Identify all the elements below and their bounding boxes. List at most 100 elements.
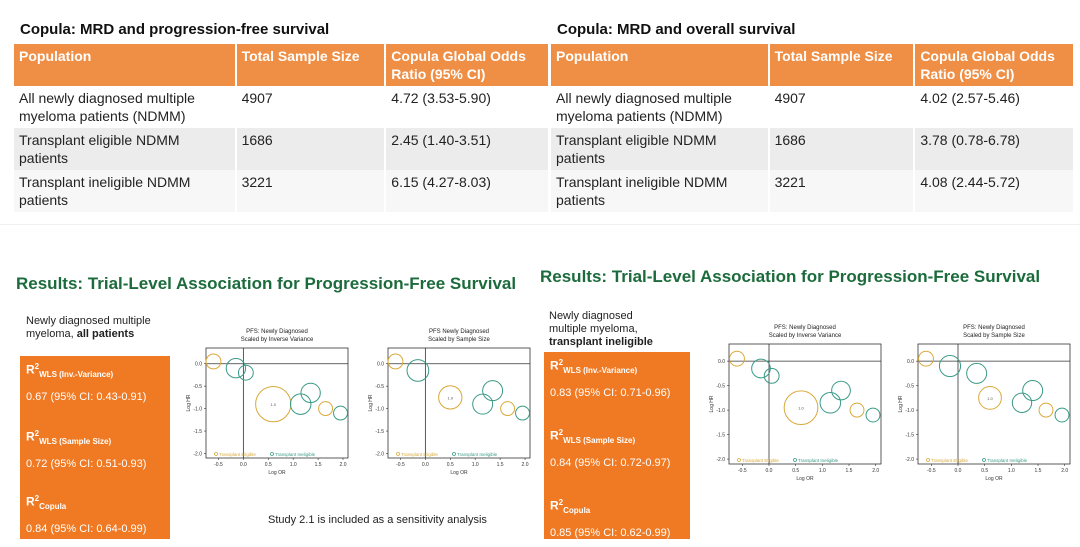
- x-tick-label: 2.0: [1061, 468, 1068, 474]
- legend-label: Transplant Eligible: [931, 458, 968, 463]
- subtitle-text: Newly diagnosed multiple myeloma,: [549, 310, 638, 335]
- table-row: Transplant ineligible NDMM patients 3221…: [14, 170, 550, 212]
- y-tick-label: -2.0: [375, 452, 384, 458]
- metric-value: 0.83 (95% CI: 0.71-0.96): [550, 386, 671, 399]
- header-total-sample-size: Total Sample Size: [235, 44, 387, 86]
- r2-wls-sample-size: R2WLS (Sample Size) 0.84 (95% CI: 0.72-0…: [550, 428, 670, 469]
- metric-value: 0.84 (95% CI: 0.72-0.97): [550, 456, 671, 469]
- legend-label: Transplant Eligible: [742, 458, 779, 463]
- scatter-plot-svg: PFS: Newly Diagnosed Scaled by Sample Siz…: [898, 325, 1071, 482]
- y-tick-label: -0.5: [905, 384, 914, 390]
- metric-value: 0.72 (95% CI: 0.51-0.93): [26, 457, 147, 470]
- data-point: [865, 407, 881, 423]
- y-tick-label: -1.5: [193, 429, 202, 435]
- plot-frame: [917, 343, 1071, 465]
- data-point-label: 1.0: [270, 402, 276, 407]
- x-tick-label: 1.5: [846, 468, 853, 474]
- plot-title: PFS: Newly Diagnosed: [246, 329, 308, 335]
- y-tick-label: -1.0: [193, 407, 202, 413]
- cell-population: Transplant ineligible NDMM patients: [551, 170, 770, 212]
- data-point: [255, 385, 292, 423]
- pfs-copula-table: Population Total Sample Size Copula Glob…: [14, 44, 550, 212]
- data-point: [1011, 392, 1033, 413]
- x-axis-label: Log OR: [450, 470, 468, 476]
- cell-sample-size: 3221: [235, 170, 387, 212]
- metric-sup: 2: [34, 362, 40, 371]
- data-point: [966, 362, 988, 384]
- metric-symbol: R: [550, 498, 559, 513]
- data-point: [831, 380, 851, 401]
- x-axis-label: Log OR: [796, 476, 814, 482]
- legend-label: Transplant Ineligible: [457, 452, 498, 457]
- x-tick-label: 2.0: [872, 468, 879, 474]
- pfs-copula-table-title: Copula: MRD and progression-free surviva…: [20, 21, 330, 38]
- cell-sample-size: 3221: [768, 170, 916, 212]
- table-row: Transplant eligible NDMM patients 1686 2…: [14, 128, 550, 170]
- left-results-title: Results: Trial-Level Association for Pro…: [16, 274, 517, 293]
- y-tick-label: 0.0: [718, 359, 725, 365]
- y-tick-label: -1.5: [905, 433, 914, 439]
- y-tick-label: -1.5: [716, 433, 725, 439]
- legend-marker: [737, 458, 741, 462]
- plot-frame: [728, 343, 882, 465]
- x-axis-label: Log OR: [268, 470, 286, 476]
- data-point: [515, 405, 530, 421]
- section-divider: [0, 224, 1080, 225]
- metric-sup: 2: [34, 429, 40, 438]
- left-results-subtitle: Newly diagnosed multiple myeloma, all pa…: [26, 315, 166, 341]
- x-tick-label: -0.5: [927, 468, 936, 474]
- x-tick-label: 1.0: [472, 462, 479, 468]
- plot-title: PFS: Newly Diagnosed: [963, 325, 1025, 331]
- right-results-subtitle: Newly diagnosed multiple myeloma, transp…: [549, 310, 669, 349]
- data-point: [938, 354, 962, 378]
- header-population: Population: [551, 44, 770, 86]
- legend-marker: [982, 458, 986, 462]
- legend-marker: [452, 452, 456, 456]
- scatter-plot-1: PFS: Newly Diagnosed Scaled by Inverse Va…: [184, 326, 352, 476]
- cell-sample-size: 4907: [768, 86, 916, 128]
- metric-sup: 2: [558, 428, 564, 437]
- data-point: [751, 358, 771, 379]
- scatter-plot-svg: PFS Newly Diagnosed Scaled by Sample Size…: [368, 329, 531, 476]
- data-point-label: 1.0: [798, 406, 804, 411]
- cell-sample-size: 1686: [768, 128, 916, 170]
- data-point: [289, 393, 312, 415]
- x-tick-label: 1.5: [315, 462, 322, 468]
- y-tick-label: -1.0: [716, 408, 725, 414]
- header-population: Population: [14, 44, 237, 86]
- data-point-label: 1.0: [987, 396, 993, 401]
- subtitle-text: Newly diagnosed multiple myeloma,: [26, 315, 151, 340]
- cell-odds-ratio: 6.15 (4.27-8.03): [385, 170, 550, 212]
- os-copula-table: Population Total Sample Size Copula Glob…: [551, 44, 1075, 212]
- y-tick-label: -2.0: [905, 457, 914, 463]
- data-point: [406, 359, 430, 382]
- r2-copula: R2Copula 0.84 (95% CI: 0.64-0.99): [26, 494, 146, 535]
- legend-marker: [793, 458, 797, 462]
- y-axis-label: Log HR: [709, 395, 715, 412]
- plot-title: Scaled by Inverse Variance: [769, 333, 842, 339]
- metric-sub: Copula: [39, 501, 67, 511]
- y-tick-label: -0.5: [716, 384, 725, 390]
- x-tick-label: -0.5: [214, 462, 223, 468]
- subtitle-bold-text: all patients: [76, 328, 135, 340]
- data-point: [205, 353, 222, 370]
- x-tick-label: 2.0: [340, 462, 347, 468]
- header-copula-odds-ratio: Copula Global Odds Ratio (95% CI): [385, 44, 550, 86]
- table-row: All newly diagnosed multiple myeloma pat…: [551, 86, 1075, 128]
- r2-wls-inverse-variance: R2WLS (Inv.-Variance) 0.67 (95% CI: 0.43…: [26, 362, 146, 403]
- y-axis-label: Log HR: [368, 394, 374, 411]
- header-copula-odds-ratio: Copula Global Odds Ratio (95% CI): [914, 44, 1075, 86]
- cell-odds-ratio: 4.02 (2.57-5.46): [914, 86, 1075, 128]
- data-point: [225, 358, 247, 379]
- y-tick-label: -1.0: [375, 407, 384, 413]
- scatter-plot-4: PFS: Newly Diagnosed Scaled by Sample Siz…: [896, 322, 1074, 482]
- scatter-plot-svg: PFS: Newly Diagnosed Scaled by Inverse Va…: [186, 329, 349, 476]
- legend-marker: [396, 452, 400, 456]
- y-axis-label: Log HR: [898, 395, 904, 412]
- y-axis-label: Log HR: [186, 394, 192, 411]
- metric-sub: WLS (Sample Size): [39, 436, 112, 446]
- y-tick-label: -1.0: [905, 408, 914, 414]
- metric-sup: 2: [558, 358, 564, 367]
- plot-title: Scaled by Sample Size: [963, 333, 1025, 339]
- os-copula-table-title: Copula: MRD and overall survival: [557, 21, 796, 38]
